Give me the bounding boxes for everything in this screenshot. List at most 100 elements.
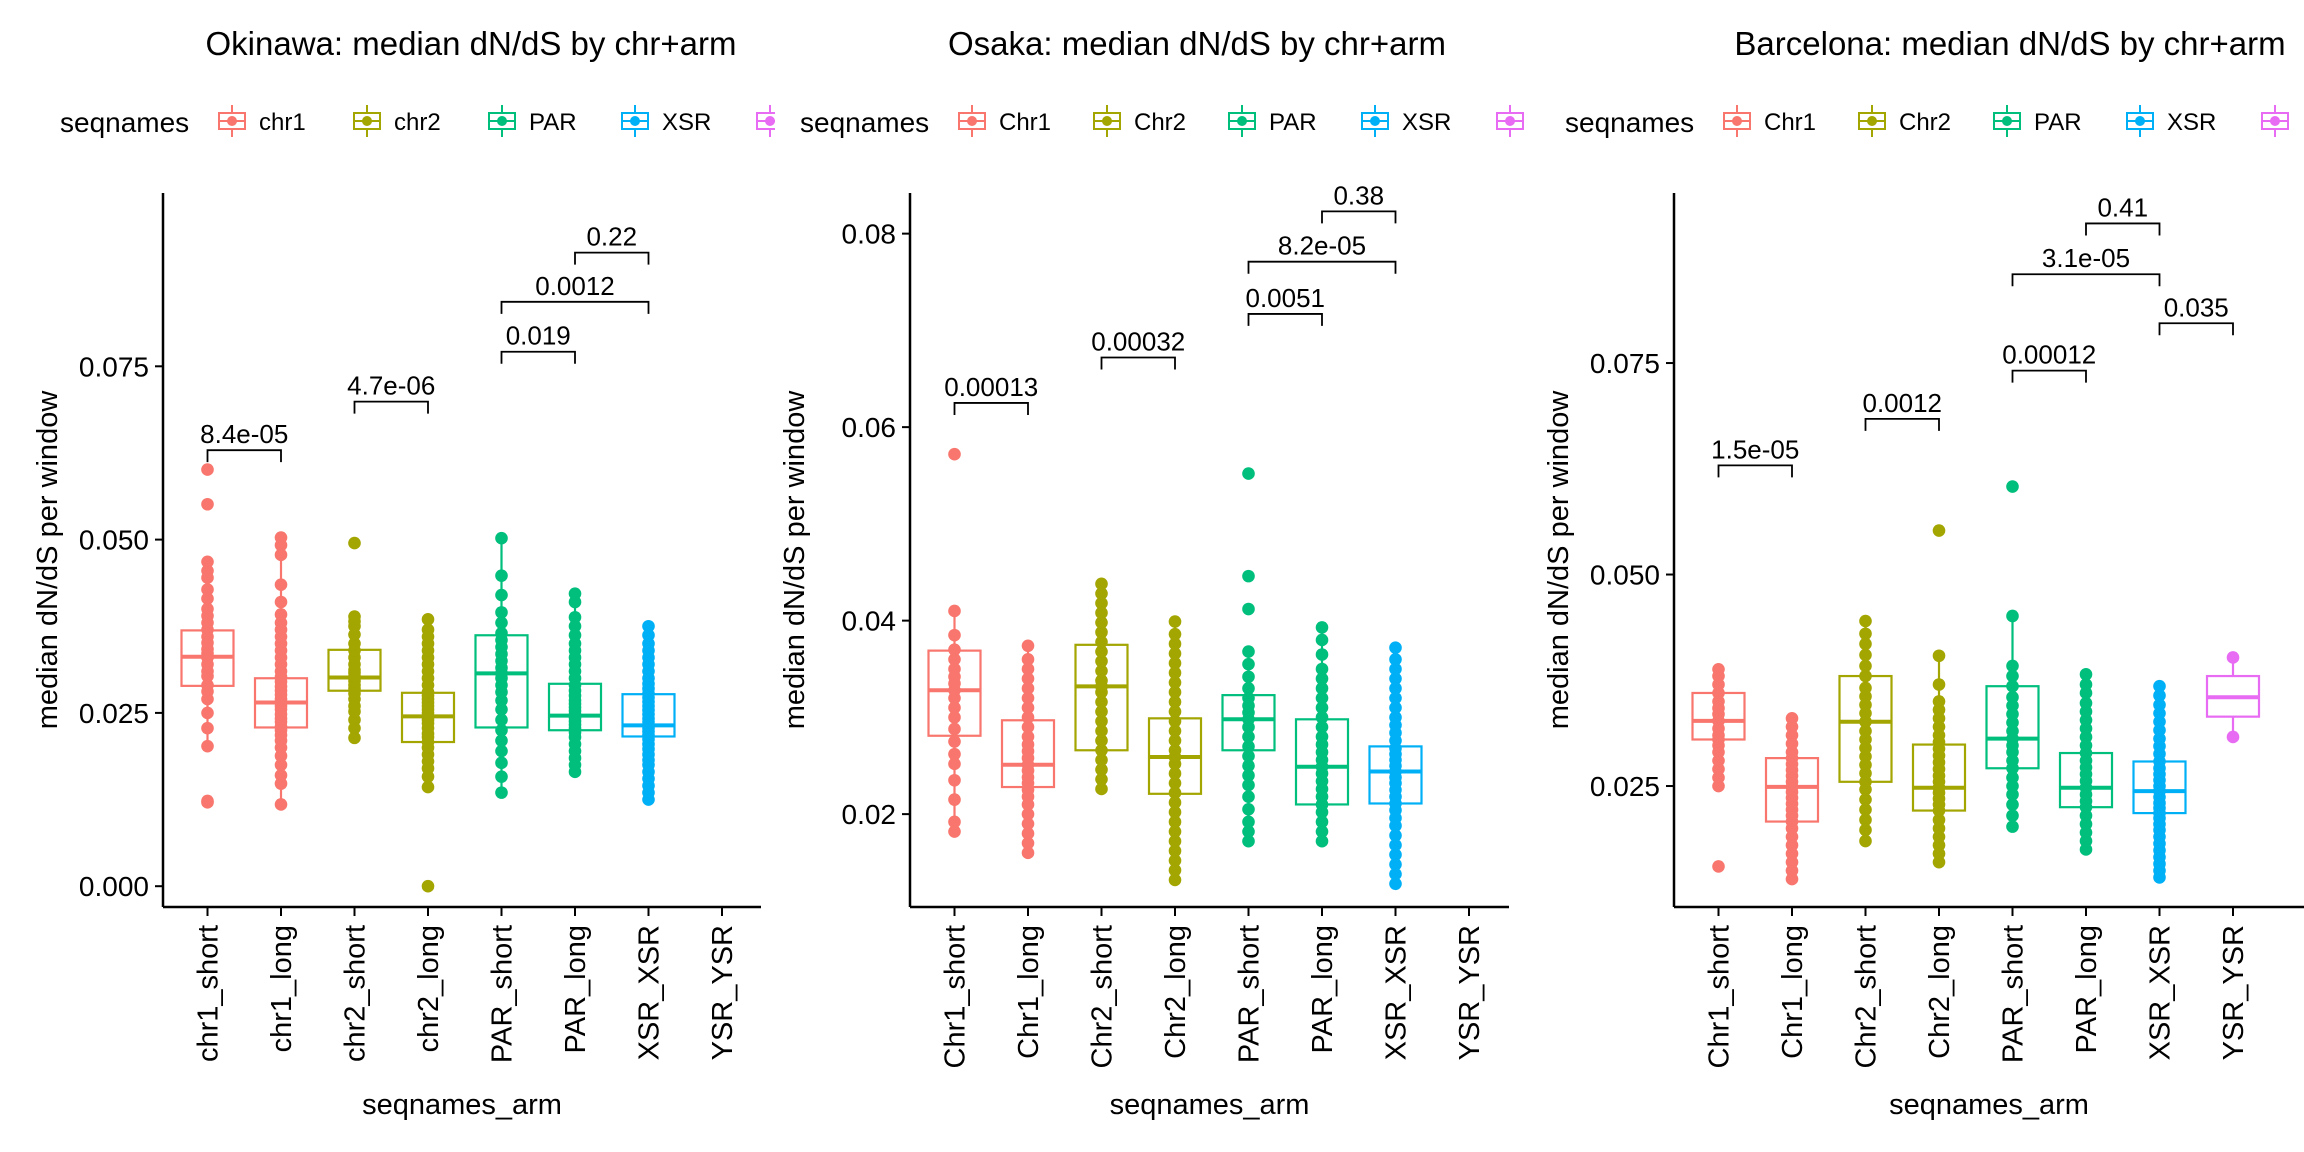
bracket-line	[1247, 313, 1323, 326]
x-axis-label: seqnames_arm	[362, 1089, 562, 1121]
data-point	[1168, 815, 1182, 829]
data-point	[1859, 659, 1872, 673]
bracket-line	[1864, 417, 1940, 431]
data-point	[2153, 679, 2166, 693]
bracket-label: 4.7e-06	[347, 371, 435, 401]
data-point	[1389, 838, 1402, 852]
data-point	[1095, 625, 1108, 639]
data-point	[2006, 690, 2019, 704]
box-Chr1_short	[1691, 662, 1746, 873]
y-tick-label: 0.06	[842, 412, 897, 443]
legend-key	[1228, 105, 1256, 137]
box-XSR_XSR	[621, 619, 676, 806]
data-point	[1859, 627, 1872, 641]
data-point	[495, 626, 508, 640]
data-point	[1168, 714, 1182, 728]
bracket-line	[1100, 356, 1176, 370]
legend-key-point	[1102, 116, 1112, 126]
data-point	[274, 758, 288, 772]
data-point	[1021, 701, 1035, 714]
x-tick-label: YSR_YSR	[707, 925, 739, 1060]
data-point	[1242, 657, 1255, 671]
data-point	[1168, 805, 1182, 819]
x-tick-label: Chr2_short	[1087, 925, 1119, 1068]
x-tick-label: PAR_long	[2071, 925, 2103, 1053]
data-point	[948, 825, 961, 838]
x-tick-label: Chr1_short	[1704, 925, 1736, 1068]
legend-title: seqnames	[800, 107, 929, 138]
legend-key	[1858, 105, 1886, 137]
data-point	[274, 798, 288, 811]
data-point	[1095, 782, 1108, 796]
legend-key-point	[362, 116, 372, 126]
legend-key-point	[765, 116, 775, 126]
significance-bracket: 3.1e-05	[2011, 243, 2161, 287]
data-point	[495, 770, 508, 783]
data-point	[421, 780, 435, 794]
legend-label: PAR	[1269, 109, 1317, 136]
x-tick-label: Chr2_long	[1924, 925, 1956, 1059]
legend-key-point	[2135, 116, 2145, 126]
data-point	[1168, 734, 1182, 747]
x-tick-label: Chr1_long	[1013, 925, 1045, 1059]
data-point	[2006, 659, 2019, 673]
data-point	[495, 734, 508, 747]
chart-title: Okinawa: median dN/dS by chr+arm	[206, 25, 737, 62]
data-point	[1315, 672, 1329, 685]
data-point	[1021, 807, 1035, 821]
data-point	[2079, 678, 2093, 691]
data-point	[1389, 701, 1402, 714]
legend-key-point	[227, 116, 237, 126]
data-point	[1095, 724, 1108, 738]
bracket-line	[1717, 464, 1793, 478]
y-tick-label: 0.04	[842, 606, 897, 637]
data-point	[1242, 730, 1255, 744]
data-point	[1389, 829, 1402, 842]
significance-bracket: 0.0012	[500, 271, 650, 314]
x-tick-label: chr2_long	[413, 925, 445, 1052]
data-point	[201, 583, 214, 596]
bracket-line	[1247, 260, 1397, 274]
data-point	[1242, 815, 1255, 829]
data-point	[1095, 753, 1108, 767]
data-point	[568, 587, 582, 600]
data-point	[1168, 776, 1182, 790]
data-point	[1389, 877, 1402, 891]
data-point	[1021, 720, 1035, 734]
box-PAR_long	[1294, 621, 1350, 848]
data-point	[201, 721, 214, 735]
data-point	[1242, 645, 1255, 658]
data-point	[1315, 691, 1329, 705]
x-tick-label: PAR_short	[1998, 925, 2030, 1063]
data-point	[1859, 813, 1872, 827]
bracket-label: 0.019	[506, 321, 571, 351]
data-point	[1242, 467, 1255, 480]
bracket-line	[1321, 210, 1397, 224]
data-point	[1242, 569, 1255, 583]
box-Chr2_long	[1911, 524, 1967, 869]
data-point	[1859, 803, 1872, 817]
data-point	[1315, 711, 1329, 724]
data-point	[948, 628, 961, 642]
bracket-label: 0.00013	[944, 372, 1038, 402]
data-point	[1242, 778, 1255, 792]
data-point	[1095, 705, 1108, 718]
bracket-line	[2011, 273, 2161, 287]
bracket-label: 0.41	[2097, 192, 2148, 222]
bracket-label: 0.0012	[535, 271, 615, 301]
bracket-label: 0.00032	[1091, 326, 1185, 356]
box-XSR_XSR	[1368, 641, 1423, 891]
bracket-line	[2085, 222, 2161, 236]
box-PAR_long	[2058, 668, 2114, 856]
significance-bracket: 4.7e-06	[347, 371, 435, 414]
legend-label: XSR	[2167, 109, 2216, 136]
data-point	[1021, 827, 1035, 840]
x-tick-label: PAR_long	[1307, 925, 1339, 1053]
data-point	[201, 794, 214, 808]
significance-bracket: 1.5e-05	[1711, 434, 1799, 478]
data-point	[495, 531, 508, 545]
data-point	[1095, 664, 1108, 678]
data-point	[1168, 854, 1182, 867]
legend-label: Chr1	[999, 109, 1051, 136]
data-point	[495, 703, 508, 716]
